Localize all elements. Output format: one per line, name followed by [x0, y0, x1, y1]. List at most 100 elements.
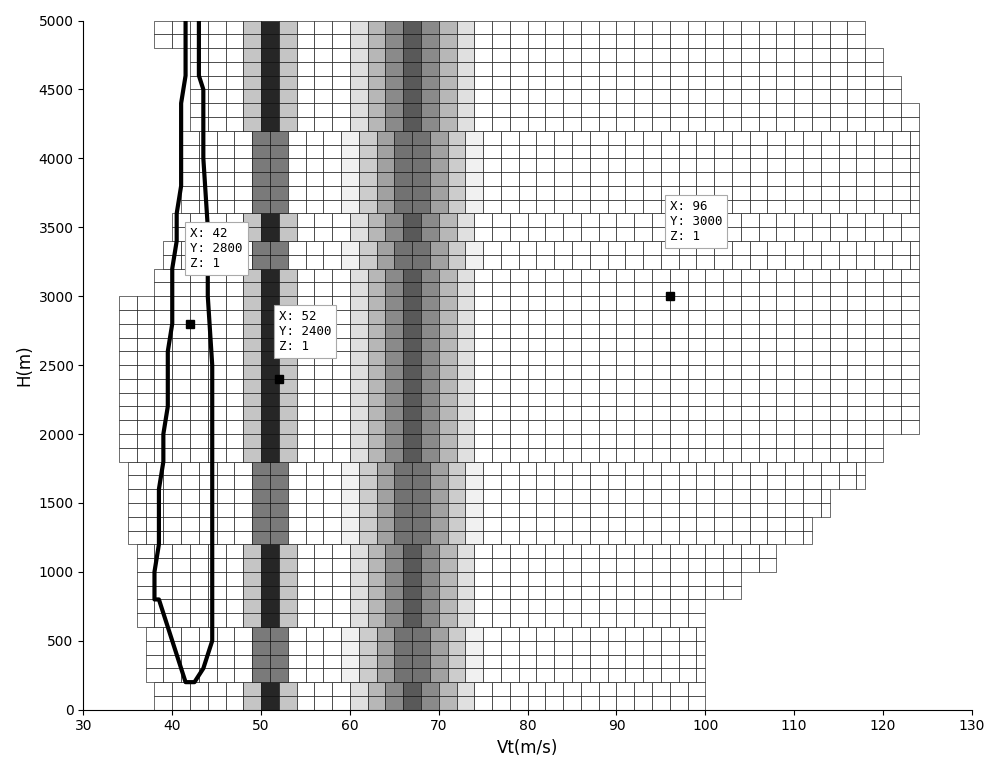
Bar: [234, 172, 252, 186]
Bar: [146, 462, 163, 476]
Bar: [536, 462, 554, 476]
Bar: [616, 351, 634, 365]
Bar: [306, 530, 323, 544]
Bar: [865, 283, 883, 296]
Bar: [181, 641, 199, 655]
Bar: [190, 586, 208, 599]
Bar: [234, 200, 252, 214]
Bar: [448, 655, 465, 669]
Bar: [563, 296, 581, 310]
Bar: [314, 696, 332, 709]
Bar: [297, 90, 314, 103]
Bar: [279, 283, 297, 296]
Bar: [563, 407, 581, 420]
Bar: [181, 130, 199, 144]
Bar: [501, 627, 519, 641]
Bar: [430, 627, 448, 641]
Bar: [723, 544, 741, 558]
Bar: [874, 158, 892, 172]
Bar: [119, 393, 137, 407]
Bar: [341, 516, 359, 530]
Bar: [847, 310, 865, 323]
Bar: [714, 241, 732, 255]
Bar: [625, 476, 643, 489]
Bar: [528, 76, 545, 90]
Bar: [394, 641, 412, 655]
Bar: [652, 613, 670, 627]
Bar: [679, 200, 696, 214]
Bar: [199, 530, 217, 544]
Bar: [688, 227, 705, 241]
Bar: [741, 558, 759, 572]
Bar: [368, 558, 385, 572]
Bar: [696, 462, 714, 476]
Bar: [261, 434, 279, 448]
Bar: [528, 90, 545, 103]
Bar: [350, 407, 368, 420]
Bar: [279, 558, 297, 572]
Bar: [830, 448, 847, 462]
Bar: [474, 269, 492, 283]
Bar: [306, 476, 323, 489]
Bar: [137, 337, 154, 351]
Bar: [679, 530, 696, 544]
Bar: [767, 130, 785, 144]
Bar: [519, 130, 536, 144]
Bar: [723, 420, 741, 434]
Bar: [314, 76, 332, 90]
Bar: [279, 586, 297, 599]
Bar: [590, 144, 608, 158]
Bar: [172, 682, 190, 696]
Bar: [483, 241, 501, 255]
Bar: [172, 407, 190, 420]
Bar: [297, 448, 314, 462]
Bar: [137, 613, 154, 627]
Bar: [457, 365, 474, 379]
Bar: [403, 214, 421, 227]
Bar: [643, 655, 661, 669]
Bar: [163, 476, 181, 489]
Bar: [385, 283, 403, 296]
Bar: [554, 476, 572, 489]
Bar: [332, 310, 350, 323]
Bar: [270, 186, 288, 200]
Bar: [226, 76, 243, 90]
Bar: [688, 558, 705, 572]
Bar: [883, 351, 901, 365]
Bar: [288, 186, 306, 200]
Bar: [741, 407, 759, 420]
Bar: [839, 186, 856, 200]
Bar: [394, 655, 412, 669]
Bar: [767, 144, 785, 158]
Bar: [279, 544, 297, 558]
Bar: [501, 655, 519, 669]
Bar: [297, 379, 314, 393]
Bar: [759, 448, 776, 462]
Bar: [439, 62, 457, 76]
Bar: [377, 130, 394, 144]
Bar: [830, 407, 847, 420]
Bar: [501, 641, 519, 655]
Bar: [474, 420, 492, 434]
Bar: [226, 62, 243, 76]
Bar: [314, 586, 332, 599]
X-axis label: Vt(m/s): Vt(m/s): [497, 739, 558, 757]
Bar: [794, 310, 812, 323]
Bar: [590, 655, 608, 669]
Bar: [332, 227, 350, 241]
Bar: [554, 241, 572, 255]
Bar: [599, 117, 616, 130]
Bar: [314, 90, 332, 103]
Bar: [661, 476, 679, 489]
Bar: [234, 489, 252, 503]
Bar: [581, 34, 599, 48]
Bar: [314, 283, 332, 296]
Bar: [190, 696, 208, 709]
Bar: [465, 489, 483, 503]
Bar: [137, 586, 154, 599]
Bar: [741, 434, 759, 448]
Bar: [670, 379, 688, 393]
Bar: [688, 117, 705, 130]
Bar: [874, 255, 892, 269]
Bar: [154, 323, 172, 337]
